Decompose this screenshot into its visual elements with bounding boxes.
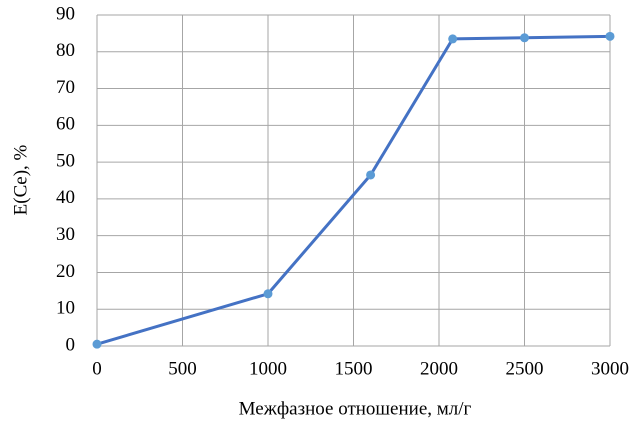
y-tick-label: 50 <box>56 150 75 171</box>
x-tick-label: 500 <box>168 358 197 379</box>
y-tick-label: 70 <box>56 77 75 98</box>
y-tick-label: 80 <box>56 40 75 61</box>
data-point <box>92 339 102 349</box>
y-tick-label: 10 <box>56 298 75 319</box>
y-tick-label: 60 <box>56 114 75 135</box>
data-point <box>520 33 529 43</box>
x-tick-label: 2000 <box>420 358 458 379</box>
y-tick-label: 20 <box>56 261 75 282</box>
data-point <box>448 34 458 44</box>
x-tick-label: 3000 <box>591 358 629 379</box>
y-tick-label: 40 <box>56 187 75 208</box>
data-point <box>263 289 273 299</box>
y-axis-label: E(Ce), % <box>10 144 31 215</box>
x-tick-label: 1500 <box>335 358 373 379</box>
data-line <box>96 34 611 346</box>
x-tick-label: 2500 <box>506 358 544 379</box>
y-tick-label: 90 <box>56 3 75 24</box>
x-axis-label: Межфазное отношение, мл/г <box>239 398 472 419</box>
data-point <box>605 31 615 41</box>
y-tick-label: 30 <box>56 224 75 245</box>
data-point <box>366 170 376 180</box>
x-tick-label: 0 <box>92 358 102 379</box>
y-tick-label: 0 <box>66 334 76 355</box>
x-tick-label: 1000 <box>249 358 287 379</box>
